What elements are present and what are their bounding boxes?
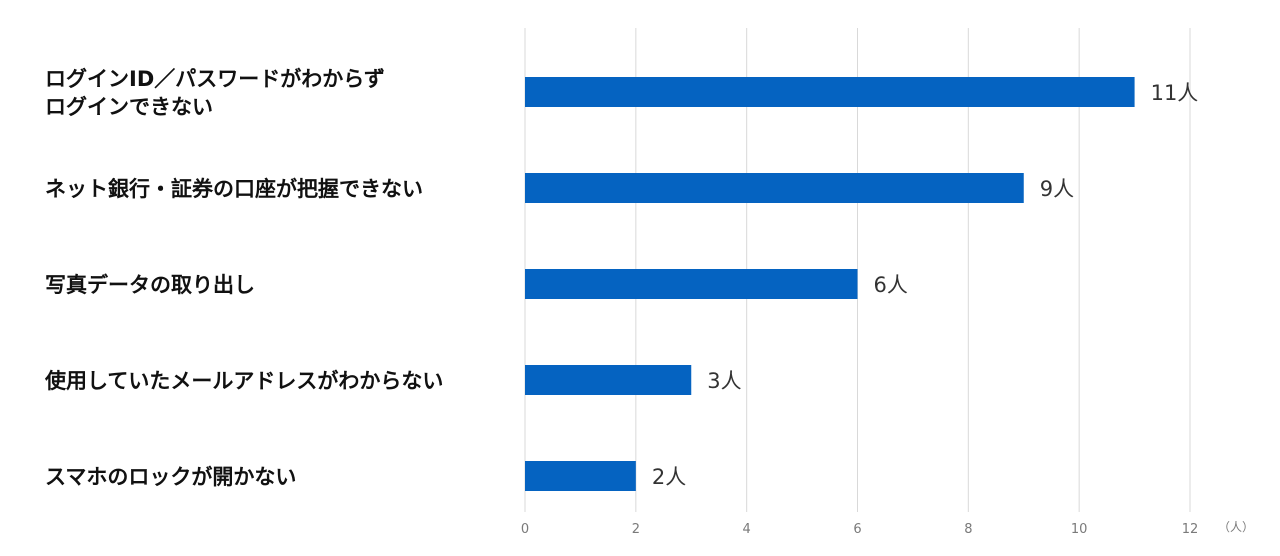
x-tick-label-6: 6	[853, 522, 861, 537]
category-label-line: 写真データの取り出し	[45, 273, 255, 297]
bar-5	[525, 461, 636, 491]
category-label-line: スマホのロックが開かない	[45, 465, 296, 489]
category-label-5: スマホのロックが開かない	[45, 465, 296, 489]
data-label-2: 9人	[1040, 177, 1074, 201]
x-axis-ticks: 0 2 4 6 8 10 12	[521, 522, 1198, 537]
x-tick-label-8: 8	[964, 522, 972, 537]
x-tick-label-2: 2	[632, 522, 640, 537]
category-label-3: 写真データの取り出し	[45, 273, 255, 297]
bar-3	[525, 269, 858, 299]
x-tick-label-4: 4	[743, 522, 751, 537]
category-label-line: ログインできない	[45, 95, 213, 119]
bar-2	[525, 173, 1024, 203]
category-label-4: 使用していたメールアドレスがわからない	[44, 369, 443, 393]
category-label-1: ログインID／パスワードがわからずログインできない	[45, 67, 385, 119]
data-label-3: 6人	[874, 273, 908, 297]
bars	[525, 77, 1135, 491]
bar-1	[525, 77, 1135, 107]
x-tick-label-12: 12	[1182, 522, 1199, 537]
category-label-2: ネット銀行・証券の口座が把握できない	[45, 177, 423, 201]
data-label-5: 2人	[652, 465, 686, 489]
data-labels: 11人 9人 6人 3人 2人	[652, 81, 1198, 489]
data-label-4: 3人	[707, 369, 741, 393]
x-axis-unit-label: （人）	[1218, 520, 1254, 534]
category-labels: ログインID／パスワードがわからずログインできないネット銀行・証券の口座が把握で…	[44, 67, 443, 489]
data-label-1: 11人	[1151, 81, 1199, 105]
category-label-line: 使用していたメールアドレスがわからない	[44, 369, 443, 393]
x-tick-label-10: 10	[1071, 522, 1088, 537]
bar-4	[525, 365, 692, 395]
category-label-line: ログインID／パスワードがわからず	[45, 67, 385, 91]
x-tick-label-0: 0	[521, 522, 529, 537]
category-label-line: ネット銀行・証券の口座が把握できない	[45, 177, 423, 201]
